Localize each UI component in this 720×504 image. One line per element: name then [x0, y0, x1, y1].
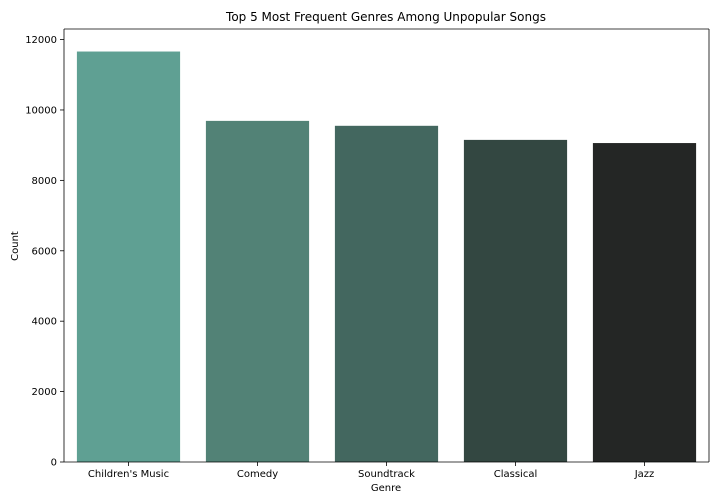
- bar-4: [592, 143, 697, 462]
- y-tick-label-6: 12000: [25, 35, 57, 46]
- y-tick-label-5: 10000: [25, 105, 57, 116]
- x-tick-label-0: Children's Music: [88, 469, 169, 480]
- x-tick-label-2: Soundtrack: [358, 469, 415, 480]
- x-tick-label-3: Classical: [494, 469, 538, 480]
- bar-0: [76, 51, 181, 462]
- bar-2: [334, 125, 439, 462]
- y-tick-label-2: 4000: [32, 317, 57, 328]
- y-tick-label-3: 6000: [32, 246, 57, 257]
- y-axis-label: Count: [10, 231, 21, 261]
- y-tick-label-4: 8000: [32, 176, 57, 187]
- x-axis-label: Genre: [371, 483, 401, 494]
- bar-1: [205, 120, 310, 462]
- bar-3: [463, 139, 568, 462]
- y-tick-label-0: 0: [51, 458, 57, 469]
- x-tick-label-4: Jazz: [634, 469, 655, 480]
- chart-title: Top 5 Most Frequent Genres Among Unpopul…: [225, 10, 546, 24]
- plot-area: 0 2000 4000 6000 8000 10000 12000 Children's Mu…: [25, 28, 710, 480]
- x-tick-label-1: Comedy: [237, 469, 278, 480]
- y-tick-label-1: 2000: [32, 387, 57, 398]
